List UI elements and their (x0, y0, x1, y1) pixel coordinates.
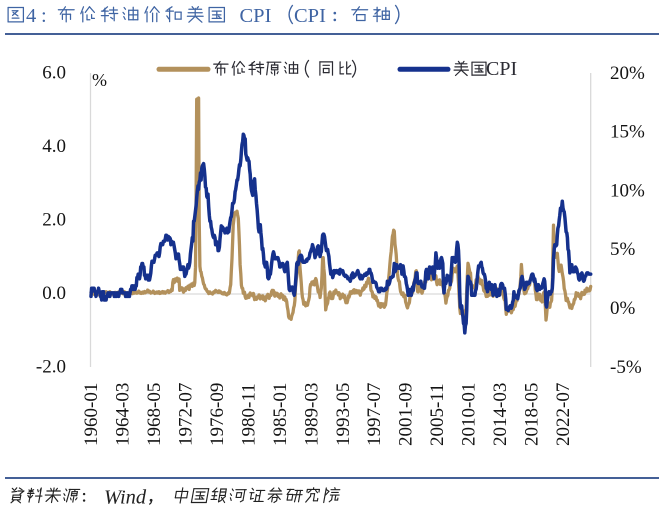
svg-text:5%: 5% (610, 239, 636, 260)
svg-text:1989-03: 1989-03 (301, 383, 322, 446)
svg-text:CPI: CPI (240, 5, 272, 27)
svg-text:2005-11: 2005-11 (427, 383, 448, 446)
svg-text:1968-05: 1968-05 (144, 383, 165, 446)
svg-text:1980-11: 1980-11 (238, 383, 259, 446)
svg-text:Wind: Wind (104, 487, 147, 509)
svg-text:2022-07: 2022-07 (553, 383, 574, 446)
svg-text:2014-03: 2014-03 (490, 383, 511, 446)
svg-text:4: 4 (26, 5, 36, 27)
svg-text:CPI: CPI (486, 58, 517, 80)
svg-text:1976-09: 1976-09 (207, 383, 228, 446)
svg-text:20%: 20% (610, 63, 645, 84)
svg-text:0.0: 0.0 (42, 283, 66, 304)
svg-text:2018-05: 2018-05 (522, 383, 543, 446)
svg-text:0%: 0% (610, 298, 636, 319)
svg-text:4.0: 4.0 (42, 136, 66, 157)
svg-text:1972-07: 1972-07 (175, 383, 196, 446)
svg-text:2.0: 2.0 (42, 210, 66, 231)
svg-text:2001-09: 2001-09 (396, 383, 417, 446)
svg-text:1993-05: 1993-05 (333, 383, 354, 446)
svg-text:%: % (92, 70, 107, 90)
svg-text:CPI: CPI (294, 5, 326, 27)
svg-text:2010-01: 2010-01 (459, 383, 480, 446)
svg-text:10%: 10% (610, 180, 645, 201)
svg-text:1997-07: 1997-07 (364, 383, 385, 446)
svg-text::: : (41, 5, 47, 27)
svg-text:15%: 15% (610, 122, 645, 143)
svg-text:1985-01: 1985-01 (270, 383, 291, 446)
svg-text:1964-03: 1964-03 (113, 383, 134, 446)
svg-text:6.0: 6.0 (42, 63, 66, 84)
svg-text:-5%: -5% (610, 357, 642, 378)
svg-text:1960-01: 1960-01 (81, 383, 102, 446)
svg-text:-2.0: -2.0 (36, 357, 66, 378)
